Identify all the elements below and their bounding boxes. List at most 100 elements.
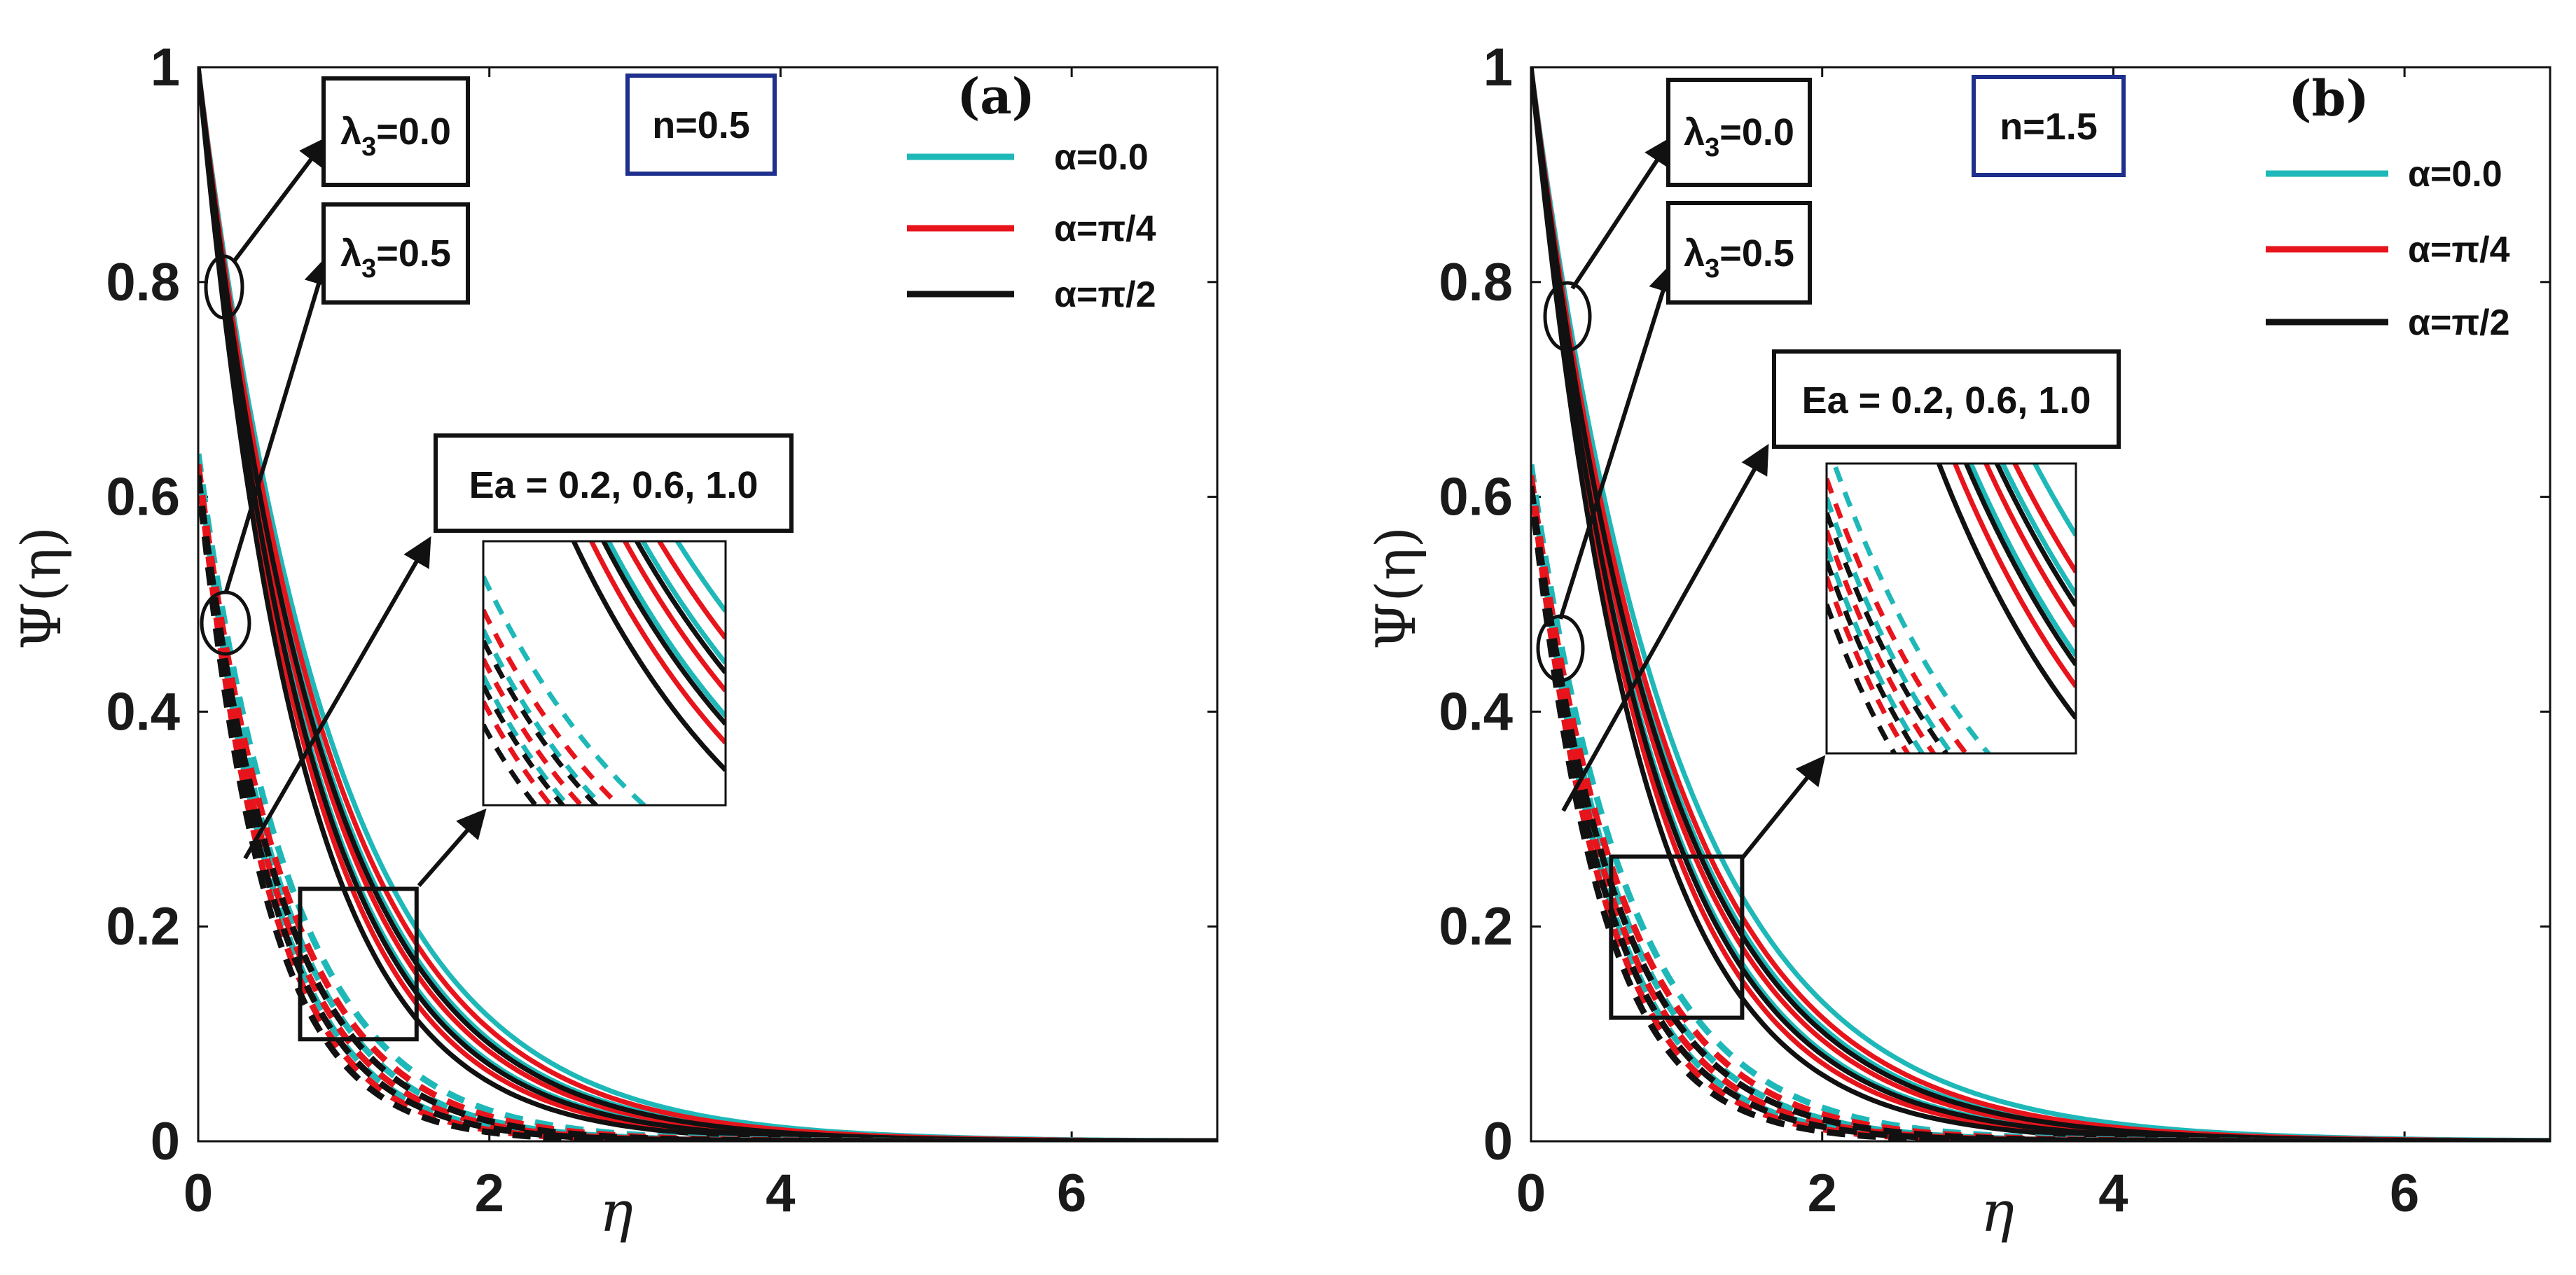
panel-a-axis-ticks: 0 2 4 6 0 0.2 0.4 0.6 0.8 1 <box>106 38 1217 1223</box>
panel-a-lambda-sym-bottom: λ <box>340 232 361 274</box>
panel-b-inset-series-line <box>1827 529 1937 753</box>
panel-a-lambda-box-top <box>321 76 470 187</box>
panel-b-lambda-rest-top: =0.0 <box>1719 111 1794 153</box>
panel-a-lambda-rest-bottom: =0.5 <box>376 232 451 274</box>
panel-b: 0 2 4 6 0 0.2 0.4 0.6 0.8 1 Ψ(η) η (b) n=1.5 α=0.… <box>1365 38 2551 1244</box>
panel-b-lambda-sym-bottom: λ <box>1684 232 1705 274</box>
panel-a-inset-series-line <box>639 541 726 665</box>
panel-a-lambda-ellipse-top <box>204 254 244 320</box>
panel-a-ea-label: Ea = 0.2, 0.6, 1.0 <box>469 464 759 506</box>
panel-b-inset-series-line <box>1831 464 1992 753</box>
panel-a-lambda-sym-top: λ <box>340 111 361 153</box>
panel-b-zoom-box <box>1609 854 1745 1020</box>
panel-b-y-tick-label: 1 <box>1483 38 1513 97</box>
panel-a-x-tick-label: 4 <box>766 1164 795 1223</box>
panel-a-inset-series-line <box>622 541 726 692</box>
panel-b-inset-series-line <box>1827 576 1911 753</box>
panel-a-series-line <box>198 475 1217 1141</box>
panel-a-label: (a) <box>957 67 1035 125</box>
panel-a-y-axis-label: Ψ(η) <box>11 527 74 650</box>
panel-a-y-tick-label: 0.4 <box>106 682 180 741</box>
panel-a-y-tick-label: 0.6 <box>106 468 180 527</box>
panel-b-inset-series-line <box>1952 464 2076 688</box>
panel-b-label: (b) <box>2288 69 2369 127</box>
panel-a-inset-series-line <box>483 657 585 805</box>
panel-b-y-tick-label: 0.6 <box>1439 468 1513 527</box>
panel-b-zoom-arrow <box>1740 755 1826 859</box>
panel-b-inset-series-line <box>2000 464 2076 597</box>
panel-b-y-tick-label: 0.4 <box>1439 682 1513 741</box>
panel-b-lambda-arrow-bottom <box>1558 263 1677 620</box>
panel-b-inset-series-line <box>1968 464 2076 657</box>
panel-a-x-tick-label: 0 <box>183 1164 213 1223</box>
panel-a-lambda-arrow-bottom <box>223 256 333 594</box>
panel-b-x-axis-label: η <box>1981 1179 2014 1244</box>
panel-b-legend-label-1: α=π/4 <box>2408 230 2510 270</box>
panel-a-inset-series-line <box>600 541 726 726</box>
panel-b-series-line <box>1531 485 2550 1141</box>
panel-a-n-box <box>625 74 777 176</box>
panel-b-inset-series-line <box>1827 496 1955 753</box>
panel-a-inset-series-line <box>588 541 726 745</box>
panel-b-lambda-sub-top: 3 <box>1705 133 1719 162</box>
panel-a-inset-series-line <box>483 575 648 805</box>
panel-a-lambda-sub-top: 3 <box>361 132 376 162</box>
panel-b-y-axis-label: Ψ(η) <box>1365 527 1428 650</box>
panel-b-y-tick-label: 0 <box>1483 1112 1513 1171</box>
panel-a-y-tick-label: 0 <box>151 1112 180 1171</box>
panel-a-inset-series-line <box>606 541 726 718</box>
panel-a-x-axis-label: η <box>600 1179 633 1244</box>
panel-a-legend: α=0.0 α=π/4 α=π/2 <box>907 137 1156 315</box>
panel-b-lambda-ellipse-top <box>1543 281 1592 352</box>
panel-a-lambda-label-bottom: λ3=0.5 <box>340 232 451 284</box>
panel-a-n-label: n=0.5 <box>652 104 750 146</box>
panel-b-x-tick-label: 0 <box>1516 1164 1546 1223</box>
panel-b-x-tick-label: 2 <box>1808 1164 1837 1223</box>
panel-b-inset-curves <box>1827 464 2076 753</box>
panel-a-inset-series-line <box>483 629 605 805</box>
panel-b-n-box <box>1972 75 2126 177</box>
panel-b-inset-series-line <box>1983 464 2076 628</box>
panel-b-inset-series-line <box>1827 512 1949 753</box>
panel-a-zoom-arrow <box>417 808 487 887</box>
panel-b-axes-frame <box>1530 66 2551 1143</box>
panel-a-inset-series-line <box>634 541 726 674</box>
panel-a-legend-label-1: α=π/4 <box>1054 209 1156 249</box>
panel-b-lambda-sub-bottom: 3 <box>1705 254 1719 284</box>
panel-a-y-tick-label: 0.8 <box>106 253 180 312</box>
panel-a-x-tick-label: 2 <box>475 1164 504 1223</box>
panel-b-y-tick-label: 0.8 <box>1439 253 1513 312</box>
panel-a-legend-label-0: α=0.0 <box>1054 137 1149 178</box>
panel-a-lambda-sub-bottom: 3 <box>361 254 376 284</box>
panel-b-legend-label-2: α=π/2 <box>2408 302 2510 343</box>
panel-a-lambda-box-bottom <box>321 202 470 305</box>
panel-b-n-label: n=1.5 <box>2000 106 2098 148</box>
panel-b-inset-series-line <box>1827 478 1969 753</box>
panel-b-ea-box <box>1772 349 2121 449</box>
panel-a-zoom-box <box>298 886 419 1042</box>
panel-a-y-tick-label: 1 <box>151 38 180 97</box>
panel-a-y-tick-label: 0.2 <box>106 897 180 956</box>
panel-b-inset-series-line <box>1963 464 2076 667</box>
panel-b-lambda-label-bottom: λ3=0.5 <box>1684 232 1794 284</box>
panel-b-inset-series-line <box>1994 464 2076 607</box>
panel-a-inset-series-line <box>483 675 571 805</box>
panel-a-lambda-arrow-top <box>233 136 329 262</box>
panel-b-inset-series-line <box>1827 560 1921 753</box>
panel-b-inset-series-line <box>2011 464 2076 573</box>
panel-a-inset-series-line <box>674 541 726 613</box>
panel-a-ea-box <box>434 433 794 533</box>
panel-b-ea-label: Ea = 0.2, 0.6, 1.0 <box>1802 379 2091 421</box>
panel-b-lambda-rest-bottom: =0.5 <box>1719 232 1794 274</box>
panel-b-ea-arrow <box>1561 443 1769 812</box>
panel-a-legend-label-2: α=π/2 <box>1054 274 1156 315</box>
panel-b-inset-series-line <box>1936 464 2076 720</box>
panel-a-inset-frame <box>482 540 727 807</box>
panel-a-ea-arrow <box>243 536 431 860</box>
panel-b-inset-series-line <box>1827 546 1925 753</box>
panel-a-lambda-rest-top: =0.0 <box>376 111 451 153</box>
panel-b-lambda-box-top <box>1666 78 1812 187</box>
panel-a-axes-frame <box>197 66 1219 1143</box>
panel-b-y-tick-label: 0.2 <box>1439 897 1513 956</box>
